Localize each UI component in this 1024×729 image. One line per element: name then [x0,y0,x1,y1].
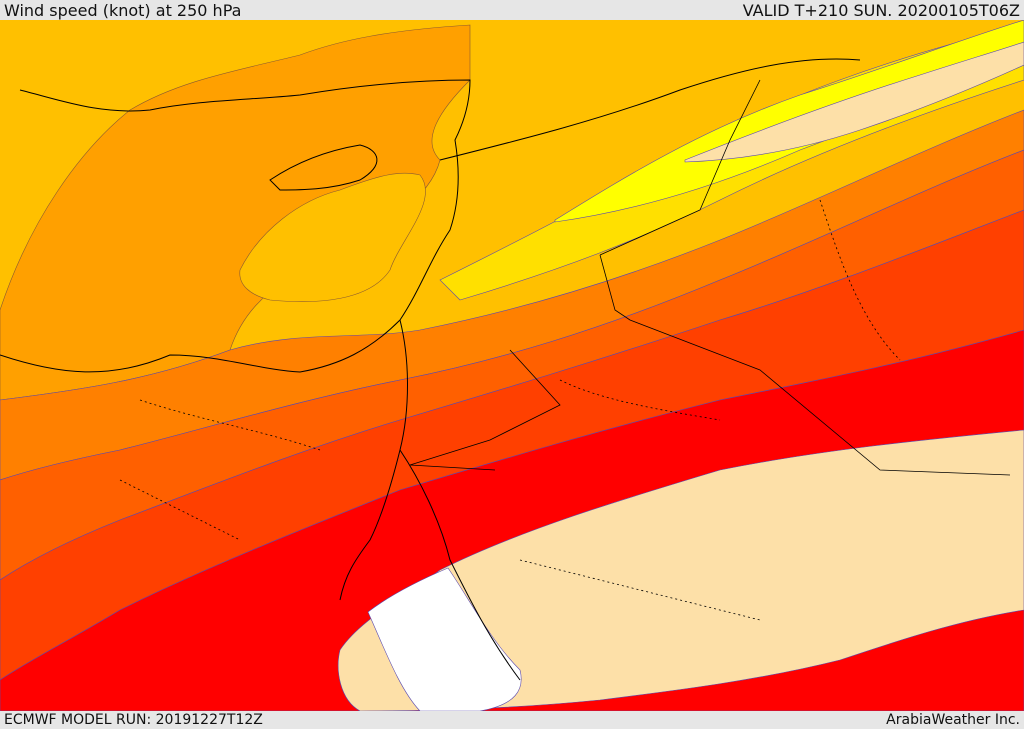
band-white-core [367,567,522,711]
map-canvas [0,20,1024,711]
coastlines [0,58,861,681]
valid-time: VALID T+210 SUN. 20200105T06Z [742,0,1020,20]
credit: ArabiaWeather Inc. [886,712,1020,728]
country-borders [409,79,1011,476]
band-amber-pocket [239,172,426,302]
map-title: Wind speed (knot) at 250 hPa [4,0,242,20]
model-run: ECMWF MODEL RUN: 20191227T12Z [4,712,263,728]
map-header: Wind speed (knot) at 250 hPa VALID T+210… [0,0,1024,20]
province-borders [119,199,901,621]
wind-speed-map[interactable] [0,20,1024,711]
map-footer: ECMWF MODEL RUN: 20191227T12Z ArabiaWeat… [0,711,1024,729]
